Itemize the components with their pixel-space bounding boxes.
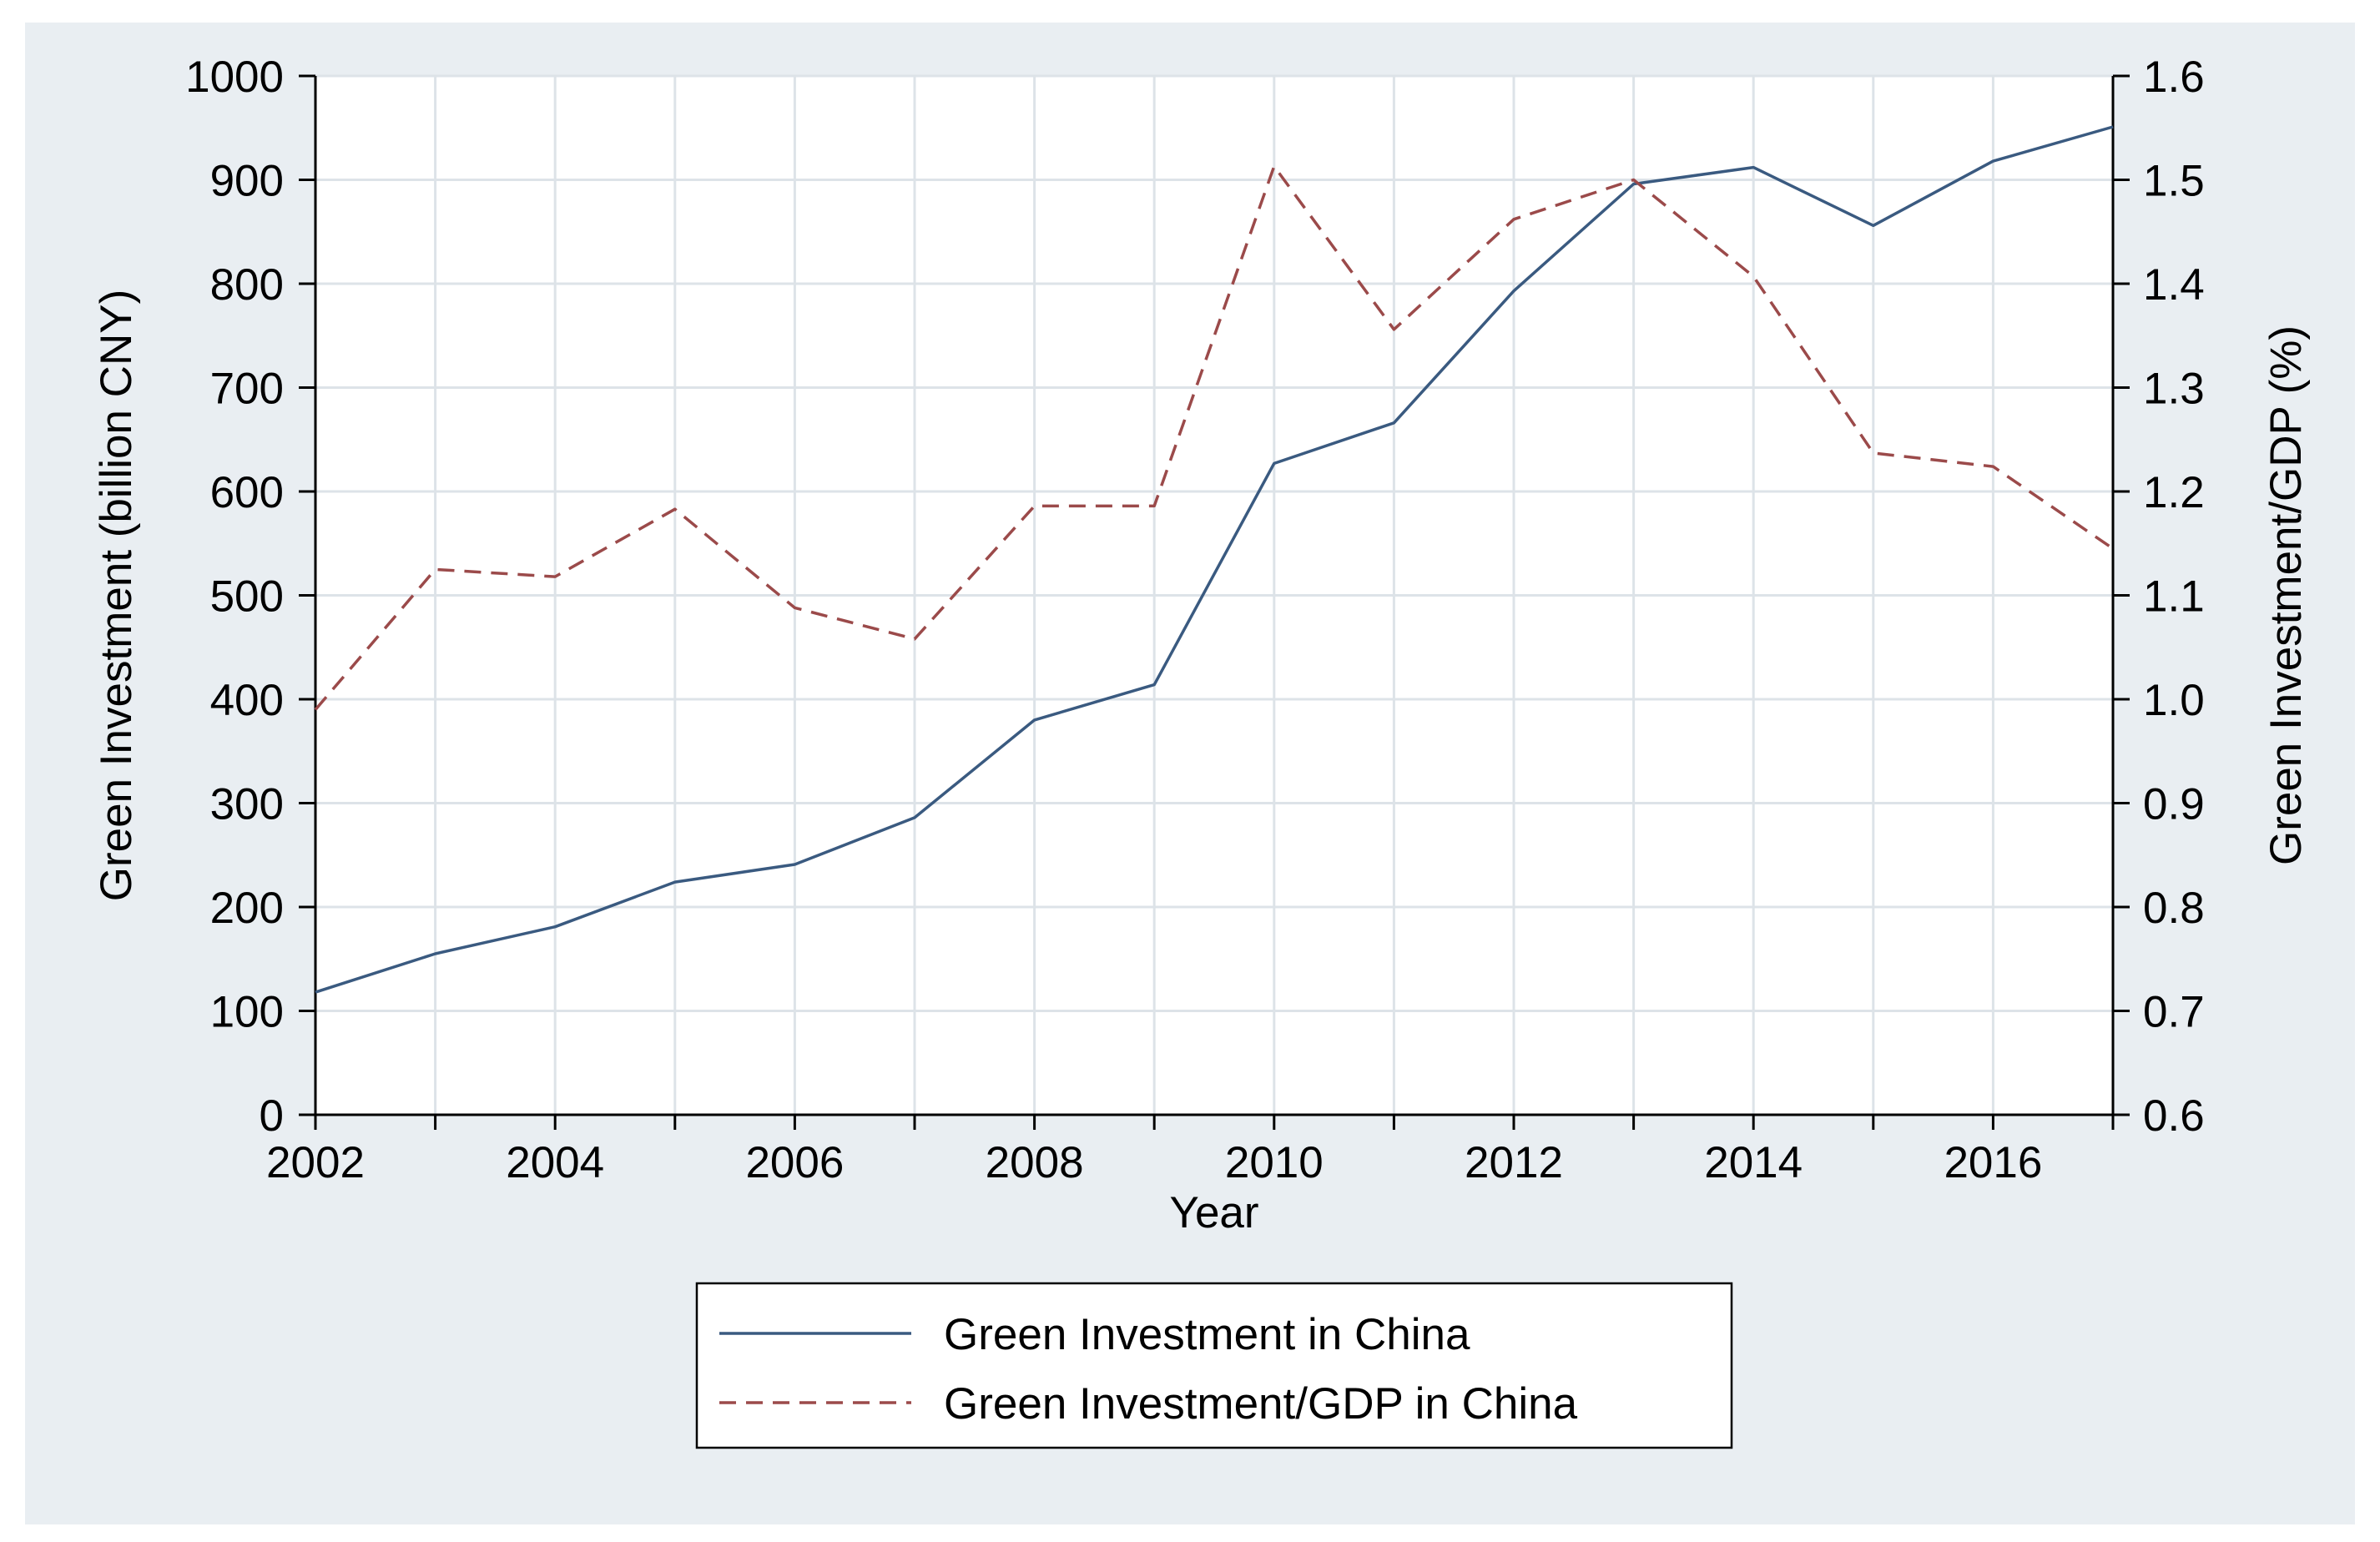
x-tick-label: 2012 bbox=[1465, 1138, 1563, 1187]
x-axis-title: Year bbox=[1169, 1188, 1258, 1237]
y-right-tick-label: 1.2 bbox=[2143, 468, 2205, 517]
legend-label-green-investment: Green Investment in China bbox=[944, 1310, 1470, 1359]
y-axis-right-title: Green Investment/GDP (%) bbox=[2262, 325, 2311, 865]
legend-label-green-investment-gdp: Green Investment/GDP in China bbox=[944, 1379, 1578, 1429]
y-axis-left-title: Green Investment (billion CNY) bbox=[92, 290, 141, 901]
y-left-tick-label: 0 bbox=[260, 1091, 284, 1141]
y-left-tick-label: 500 bbox=[210, 572, 284, 622]
y-left-tick-label: 200 bbox=[210, 884, 284, 933]
series-line-green-investment bbox=[315, 125, 2114, 994]
y-right-tick-label: 0.6 bbox=[2143, 1091, 2205, 1141]
y-right-tick-label: 1.3 bbox=[2143, 365, 2205, 414]
y-right-tick-label: 0.9 bbox=[2143, 780, 2205, 829]
y-left-tick-label: 1000 bbox=[185, 53, 284, 102]
y-right-tick-label: 1.5 bbox=[2143, 157, 2205, 206]
y-right-tick-label: 1.0 bbox=[2143, 676, 2205, 725]
y-left-tick-label: 900 bbox=[210, 157, 284, 206]
x-tick-label: 2002 bbox=[266, 1138, 365, 1187]
y-left-tick-label: 100 bbox=[210, 988, 284, 1037]
legend-box bbox=[695, 1282, 1733, 1449]
y-left-tick-label: 400 bbox=[210, 676, 284, 725]
x-tick-label: 2016 bbox=[1944, 1138, 2042, 1187]
x-tick-label: 2004 bbox=[506, 1138, 604, 1187]
x-tick-label: 2010 bbox=[1225, 1138, 1324, 1187]
y-right-tick-label: 1.6 bbox=[2143, 53, 2205, 102]
y-right-tick-label: 1.1 bbox=[2143, 572, 2205, 622]
series-layer bbox=[314, 125, 2114, 994]
x-tick-label: 2014 bbox=[1704, 1138, 1803, 1187]
y-left-tick-label: 700 bbox=[210, 365, 284, 414]
legend: Green Investment in China Green Investme… bbox=[695, 1282, 1733, 1449]
y-left-tick-label: 800 bbox=[210, 260, 284, 310]
y-right-tick-label: 0.8 bbox=[2143, 884, 2205, 933]
y-left-tick-label: 300 bbox=[210, 780, 284, 829]
x-tick-label: 2006 bbox=[745, 1138, 844, 1187]
y-right-tick-label: 1.4 bbox=[2143, 260, 2205, 310]
y-right-tick-label: 0.7 bbox=[2143, 988, 2205, 1037]
axes: 0 100 200 300 400 500 600 700 800 900 1000 0.6 0.7 0.… bbox=[185, 53, 2205, 1187]
x-tick-label: 2008 bbox=[986, 1138, 1084, 1187]
y-left-tick-label: 600 bbox=[210, 468, 284, 517]
